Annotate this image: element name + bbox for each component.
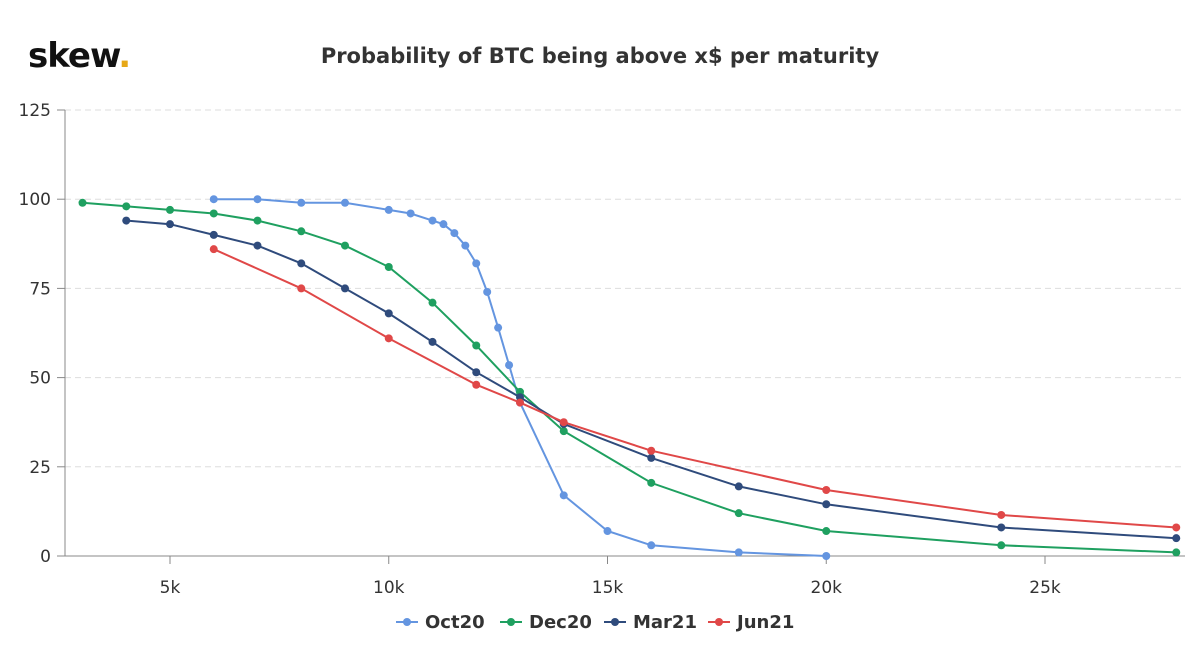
data-point[interactable] — [297, 284, 306, 293]
data-point[interactable] — [384, 262, 393, 271]
data-point[interactable] — [428, 337, 437, 346]
legend-marker-icon — [715, 618, 723, 626]
data-point[interactable] — [1172, 548, 1181, 557]
series-oct20 — [209, 195, 831, 560]
data-point[interactable] — [734, 548, 743, 557]
legend-marker-icon — [507, 618, 515, 626]
data-point[interactable] — [384, 334, 393, 343]
data-point[interactable] — [122, 216, 131, 225]
legend-label: Oct20 — [425, 612, 485, 633]
data-point[interactable] — [603, 527, 612, 536]
data-point[interactable] — [997, 523, 1006, 532]
series-dec20 — [78, 198, 1181, 557]
data-point[interactable] — [428, 298, 437, 307]
data-point[interactable] — [341, 284, 349, 293]
data-point[interactable] — [384, 309, 393, 318]
legend-label: Dec20 — [529, 612, 592, 633]
y-tick-label: 75 — [29, 279, 51, 299]
data-point[interactable] — [209, 245, 218, 254]
legend-marker-icon — [611, 618, 619, 626]
y-tick-label: 0 — [40, 547, 51, 567]
data-point[interactable] — [997, 510, 1006, 519]
data-point[interactable] — [822, 552, 831, 560]
data-point[interactable] — [472, 380, 481, 389]
data-point[interactable] — [822, 485, 831, 494]
data-point[interactable] — [472, 341, 481, 350]
data-point[interactable] — [647, 541, 656, 550]
data-point[interactable] — [647, 446, 656, 455]
data-point[interactable] — [461, 241, 470, 250]
data-point[interactable] — [253, 195, 262, 204]
data-point[interactable] — [822, 527, 831, 536]
x-tick-label: 20k — [811, 578, 843, 598]
logo-dot: . — [118, 36, 131, 76]
data-point[interactable] — [1172, 534, 1181, 543]
data-point[interactable] — [647, 478, 656, 487]
series-line — [213, 248, 1177, 529]
data-point[interactable] — [439, 220, 448, 229]
data-point[interactable] — [122, 202, 131, 211]
legend-label: Jun21 — [735, 612, 794, 633]
series-layer — [78, 195, 1181, 560]
data-point[interactable] — [450, 229, 459, 238]
legend-marker-icon — [403, 618, 411, 626]
data-point[interactable] — [78, 198, 87, 207]
data-point[interactable] — [297, 198, 306, 207]
skew-logo: skew. — [28, 36, 131, 76]
chart-title: Probability of BTC being above x$ per ma… — [320, 44, 880, 68]
data-point[interactable] — [647, 453, 656, 462]
data-point[interactable] — [428, 216, 437, 225]
logo-text: skew — [28, 36, 119, 76]
gridlines — [65, 109, 1185, 468]
data-point[interactable] — [516, 398, 524, 407]
legend-item-mar21[interactable]: Mar21 — [604, 612, 697, 633]
data-point[interactable] — [209, 209, 218, 218]
data-point[interactable] — [297, 259, 306, 268]
legend-label: Mar21 — [633, 612, 697, 633]
data-point[interactable] — [406, 209, 415, 218]
data-point[interactable] — [483, 287, 492, 296]
series-mar21 — [122, 216, 1181, 543]
series-jun21 — [209, 245, 1181, 532]
data-point[interactable] — [505, 361, 514, 370]
data-point[interactable] — [341, 198, 349, 207]
data-point[interactable] — [253, 216, 262, 225]
x-tick-label: 15k — [592, 578, 624, 598]
data-point[interactable] — [209, 230, 218, 239]
data-point[interactable] — [209, 195, 218, 204]
data-point[interactable] — [166, 205, 174, 214]
data-point[interactable] — [341, 241, 349, 250]
data-point[interactable] — [559, 491, 568, 500]
data-point[interactable] — [1172, 523, 1181, 532]
legend[interactable]: Oct20 Dec20 Mar21 Jun21 — [396, 612, 794, 633]
data-point[interactable] — [734, 482, 743, 491]
y-tick-label: 125 — [19, 101, 51, 121]
legend-item-jun21[interactable]: Jun21 — [708, 612, 794, 633]
y-tick-label: 100 — [19, 190, 51, 210]
data-point[interactable] — [559, 418, 568, 427]
data-point[interactable] — [472, 259, 481, 268]
axes: 0 25 50 75 100 125 5k 10k 15k 20k 25k — [19, 101, 1185, 598]
data-point[interactable] — [472, 368, 481, 377]
x-tick-label: 5k — [160, 578, 181, 598]
series-line — [213, 198, 827, 557]
data-point[interactable] — [297, 227, 306, 236]
y-tick-label: 50 — [29, 369, 51, 389]
data-point[interactable] — [166, 220, 174, 229]
data-point[interactable] — [494, 323, 503, 332]
legend-item-dec20[interactable]: Dec20 — [500, 612, 592, 633]
data-point[interactable] — [734, 509, 743, 518]
data-point[interactable] — [253, 241, 262, 250]
series-line — [126, 219, 1177, 540]
y-tick-label: 25 — [29, 458, 51, 478]
x-tick-label: 25k — [1029, 578, 1061, 598]
data-point[interactable] — [384, 205, 393, 214]
legend-item-oct20[interactable]: Oct20 — [396, 612, 485, 633]
data-point[interactable] — [997, 541, 1006, 550]
x-tick-label: 10k — [373, 578, 405, 598]
data-point[interactable] — [822, 500, 831, 509]
data-point[interactable] — [559, 427, 568, 436]
